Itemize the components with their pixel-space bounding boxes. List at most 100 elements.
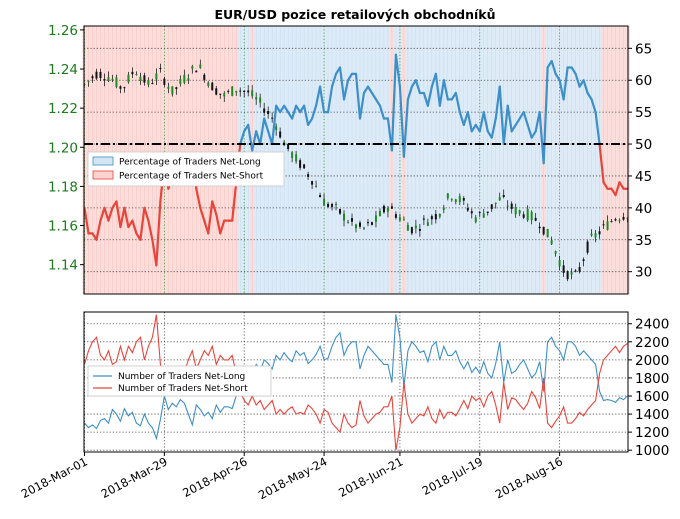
candle-body: [410, 227, 413, 234]
candle-body: [219, 93, 222, 95]
percent-net-long-segment: [147, 219, 154, 241]
candle-body: [558, 259, 561, 267]
candle-body: [546, 229, 549, 238]
percent-net-long-segment: [490, 117, 497, 139]
candle-body: [522, 214, 525, 218]
candle-body: [358, 222, 361, 227]
percent-net-long-segment: [291, 104, 298, 120]
percent-net-long-segment: [354, 72, 362, 120]
candle-body: [586, 241, 589, 253]
percent-net-long-segment: [442, 79, 449, 101]
candle-body: [151, 83, 154, 85]
candle-body: [227, 90, 230, 92]
candle-body: [442, 207, 445, 211]
candle-body: [335, 203, 338, 205]
percent-net-long-segment: [510, 123, 517, 133]
count-net-long-line: [84, 314, 628, 441]
percent-net-long-segment: [115, 200, 122, 229]
candle-body: [247, 90, 250, 93]
percent-net-long-segment: [155, 200, 162, 267]
candle-body: [402, 219, 405, 221]
top-legend: Percentage of Traders Net-Long Percentag…: [87, 151, 285, 187]
legend-label-count-net-long: Number of Traders Net-Long: [118, 372, 245, 382]
percent-net-long-segment: [454, 91, 461, 114]
percent-net-long-segment: [366, 85, 374, 95]
percent-net-long-segment: [478, 111, 485, 133]
candle-body: [414, 225, 417, 229]
candle-body: [470, 211, 473, 214]
candle-body: [494, 202, 497, 204]
count-tick-label: 1200: [635, 425, 669, 441]
candle-body: [578, 267, 581, 272]
candle-body: [594, 233, 597, 238]
percent-net-long-segment: [310, 104, 318, 120]
candle-body: [135, 74, 138, 76]
percent-net-long-segment: [498, 85, 505, 146]
candle-body: [127, 74, 130, 83]
date-tick-label: 2018-Jul-19: [420, 454, 485, 498]
candle-body: [618, 220, 621, 222]
right-percent-axis: 65 60 55 50 45 40 35 30: [628, 41, 652, 281]
percent-net-long-segment: [526, 123, 533, 139]
top-panel: 1.26 1.24 1.22 1.20 1.18 1.16 1.14 65 60 55 50 45 4…: [48, 23, 652, 295]
percent-net-long-segment: [103, 206, 110, 222]
percent-net-long-segment: [562, 66, 569, 101]
candle-body: [103, 79, 106, 81]
candle-body: [315, 185, 318, 188]
percent-net-long-segment: [207, 200, 214, 235]
candle-body: [123, 87, 126, 89]
percent-net-long-segment: [107, 206, 114, 222]
candle-body: [167, 86, 170, 89]
candle-body: [366, 222, 369, 224]
candle-body: [478, 212, 481, 214]
bottom-legend-box: [87, 365, 272, 397]
percent-net-long-segment: [215, 213, 222, 235]
right-tick-label: 55: [635, 105, 652, 121]
candle-body: [590, 233, 593, 236]
percent-net-long-segment: [330, 72, 338, 88]
candle-body: [163, 78, 166, 85]
candle-body: [482, 213, 485, 218]
percent-net-long-segment: [522, 111, 529, 127]
candle-body: [614, 219, 617, 221]
candle-body: [187, 78, 190, 80]
percent-net-long-segment: [370, 91, 378, 101]
candle-body: [347, 221, 350, 223]
percent-net-long-segment: [358, 91, 366, 120]
candle-body: [542, 226, 545, 235]
candle-body: [622, 216, 625, 220]
candle-body: [175, 87, 178, 89]
percent-net-long-segment: [594, 111, 601, 146]
percent-net-long-segment: [346, 72, 354, 82]
percent-net-long-segment: [219, 219, 226, 235]
right-tick-label: 45: [635, 169, 652, 185]
candle-body: [362, 227, 365, 229]
left-price-axis: 1.26 1.24 1.22 1.20 1.18 1.16 1.14: [48, 23, 84, 274]
candle-body: [263, 108, 266, 113]
count-tick-label: 2400: [635, 317, 669, 333]
date-tick-label: 2018-Jun-21: [336, 454, 405, 500]
percent-net-long-segment: [306, 117, 314, 127]
percent-net-long-segment: [554, 72, 561, 82]
candle-body: [462, 198, 465, 201]
candle-body: [259, 97, 262, 103]
candle-body: [231, 86, 234, 96]
candle-body: [275, 126, 278, 130]
count-tick-label: 1600: [635, 389, 669, 405]
percent-net-long-segment: [466, 111, 473, 133]
legend-label-net-long: Percentage of Traders Net-Long: [119, 158, 261, 168]
left-tick-label: 1.24: [48, 62, 78, 78]
price-candles: [83, 59, 629, 282]
percent-net-long-segment: [614, 181, 621, 197]
percent-net-long-segment: [119, 206, 126, 229]
date-tick-label: 2018-May-24: [256, 454, 329, 502]
date-tick-label: 2018-Mar-29: [99, 454, 170, 501]
candle-body: [99, 71, 102, 78]
percent-net-long-segment: [99, 206, 106, 222]
candle-body: [95, 71, 98, 79]
percent-net-long-segment: [618, 181, 625, 190]
candle-body: [562, 265, 565, 273]
left-tick-label: 1.18: [48, 179, 78, 195]
candle-body: [179, 78, 182, 84]
percent-net-long-segment: [199, 206, 206, 222]
